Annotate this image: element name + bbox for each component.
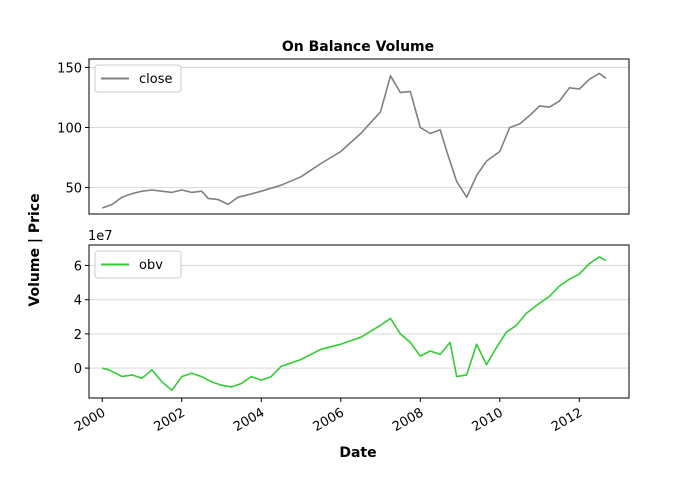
obv-legend-label: obv (139, 258, 163, 273)
obv-y-tick-label: 4 (74, 294, 82, 309)
obv-y-tick-label: 0 (74, 362, 82, 377)
obv-legend: obv (94, 250, 182, 279)
obv-y-tick-label: 2 (74, 328, 82, 343)
price-y-tick-label: 150 (57, 61, 82, 76)
price-panel: 50 100 150 close (57, 58, 630, 215)
price-legend: close (94, 64, 182, 93)
price-y-tick-label: 100 (57, 121, 82, 136)
price-legend-label: close (139, 72, 172, 87)
price-legend-box (94, 64, 182, 93)
obv-axes-frame (88, 244, 630, 399)
price-series-line-close (102, 72, 607, 209)
x-axis-label: Date (339, 445, 376, 461)
obv-y-tick-label: 6 (74, 260, 82, 275)
shared-y-axis-label: Volume | Price (27, 193, 43, 306)
obv-series-line-obv (102, 256, 607, 392)
price-y-tick-label: 50 (65, 182, 82, 197)
price-axes-frame (88, 58, 630, 215)
obv-legend-box (94, 250, 182, 279)
obv-scale-label: 1e7 (88, 229, 113, 244)
chart-title: On Balance Volume (282, 39, 434, 55)
